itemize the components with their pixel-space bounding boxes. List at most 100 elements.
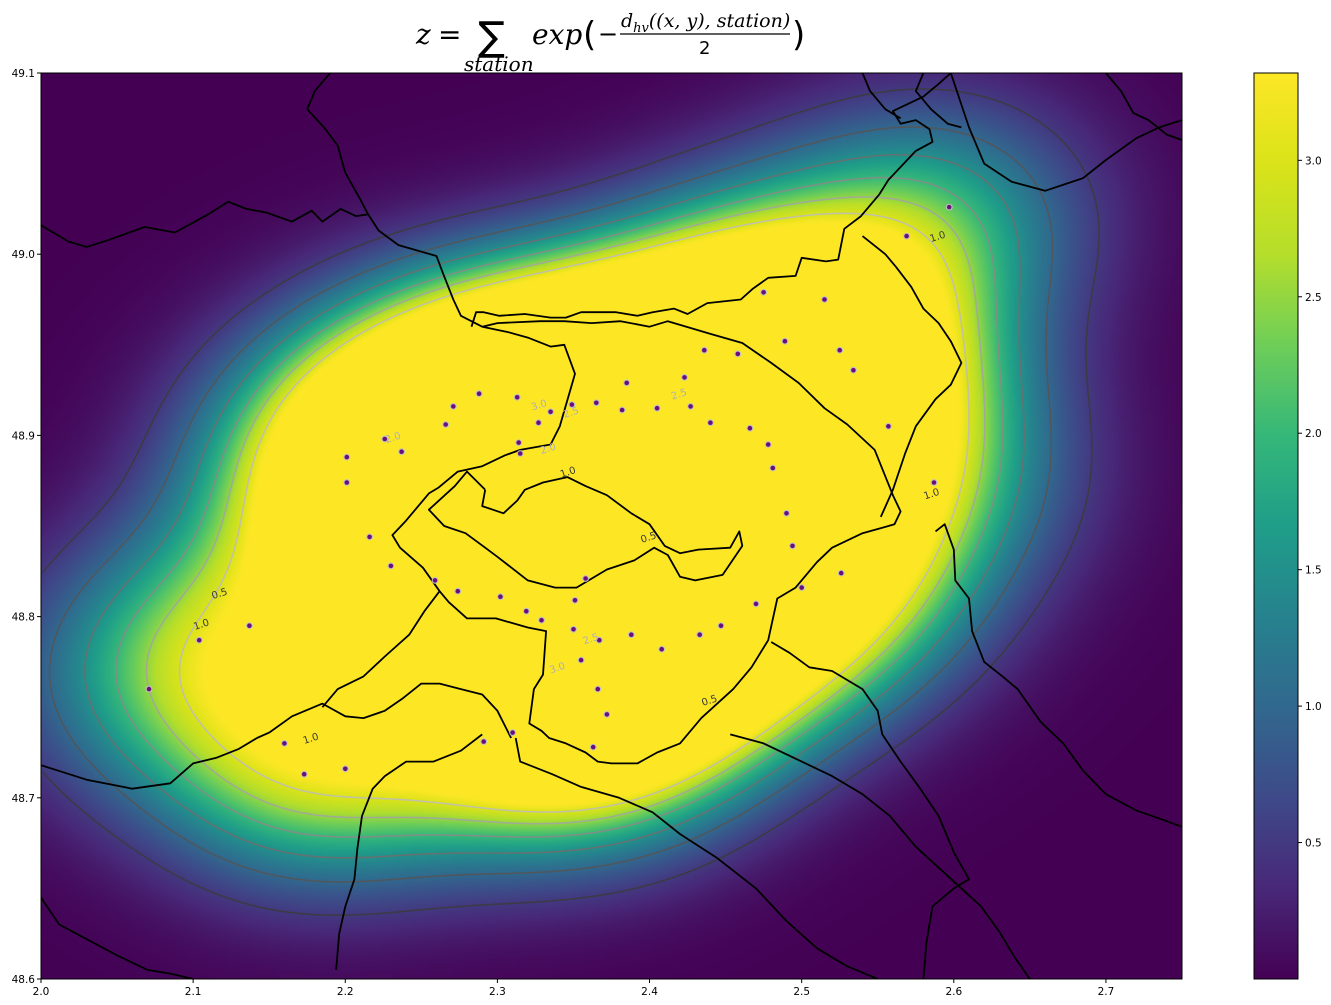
station-point xyxy=(301,771,307,777)
department-boundaries xyxy=(41,73,1182,979)
station-point xyxy=(629,632,634,637)
station-point xyxy=(688,404,693,409)
station-point xyxy=(619,407,625,413)
station-point xyxy=(590,744,596,750)
station-point xyxy=(904,233,909,239)
boundary-line xyxy=(41,682,512,790)
station-point xyxy=(659,646,664,652)
y-tick-label: 48.8 xyxy=(12,612,35,624)
station-point xyxy=(747,425,753,431)
colorbar-frame xyxy=(1253,72,1299,980)
boundary-line xyxy=(306,73,369,215)
station-point xyxy=(654,405,660,411)
boundary-line xyxy=(1105,73,1182,141)
contour-label: 0.5 xyxy=(639,530,658,545)
station-point xyxy=(822,297,827,302)
station-point xyxy=(196,637,202,643)
station-point xyxy=(524,608,529,614)
station-point xyxy=(344,454,350,460)
station-point xyxy=(388,563,394,569)
station-point xyxy=(516,440,521,445)
station-point xyxy=(578,657,584,663)
station-point xyxy=(595,686,601,692)
x-axis: 2.0 2.1 2.2 2.3 2.4 2.5 2.6 2.7 xyxy=(33,979,1115,998)
contour-line xyxy=(115,176,1004,838)
station-point xyxy=(946,204,952,210)
x-tick-label: 2.7 xyxy=(1098,986,1115,998)
station-point xyxy=(753,601,759,607)
title-denominator: 2 xyxy=(699,38,710,59)
boundary-line xyxy=(861,73,902,120)
station-point xyxy=(344,480,350,485)
station-point xyxy=(790,543,795,549)
station-point xyxy=(498,594,503,599)
station-point xyxy=(838,570,844,576)
station-point xyxy=(682,375,687,380)
contour-label: 1.0 xyxy=(302,732,321,747)
contour-label: 3.0 xyxy=(530,398,549,413)
x-tick-label: 2.5 xyxy=(793,986,810,998)
contour-line xyxy=(145,196,986,825)
station-point xyxy=(451,404,456,409)
station-point xyxy=(476,391,482,397)
contour-label: 2.5 xyxy=(562,405,581,420)
station-point xyxy=(571,627,576,632)
station-point xyxy=(432,578,438,583)
x-tick-label: 2.1 xyxy=(185,986,202,998)
station-point xyxy=(604,712,610,717)
contour-line xyxy=(178,212,970,813)
station-point xyxy=(481,739,487,744)
title-equals: = xyxy=(438,18,461,51)
boundary-line xyxy=(914,73,962,129)
station-point xyxy=(455,588,461,594)
station-point xyxy=(536,420,541,426)
boundary-line xyxy=(770,641,970,979)
station-point xyxy=(443,422,449,427)
x-tick-label: 2.2 xyxy=(337,986,354,998)
station-point xyxy=(597,637,602,643)
contour-label: 2.0 xyxy=(384,431,403,446)
station-point xyxy=(886,424,891,429)
contour-label: 1.0 xyxy=(929,230,948,245)
station-point xyxy=(247,623,252,628)
station-point xyxy=(514,395,520,400)
boundary-line xyxy=(514,737,879,979)
title-numerator: dhv((x, y), station) xyxy=(621,10,790,36)
colorbar-tick-label: 2.0 xyxy=(1305,428,1322,440)
station-point xyxy=(708,420,713,426)
station-point xyxy=(569,402,575,407)
contour-label: 2.5 xyxy=(582,632,601,647)
boundary-line xyxy=(934,523,1182,828)
colorbar-tick-label: 1.0 xyxy=(1305,701,1322,713)
station-point xyxy=(399,449,404,455)
title-sum-symbol: ∑ xyxy=(478,14,505,60)
station-point xyxy=(851,367,856,373)
boundary-line xyxy=(41,896,194,979)
y-tick-label: 48.6 xyxy=(12,974,36,986)
colorbar-axis: 0.5 1.0 1.5 2.0 2.5 3.0 xyxy=(1298,155,1322,850)
y-tick-label: 49.1 xyxy=(12,68,35,80)
station-point xyxy=(343,766,348,772)
plot-frame xyxy=(40,72,1183,980)
y-axis: 48.6 48.7 48.8 48.9 49.0 49.1 xyxy=(12,68,41,986)
y-tick-label: 48.7 xyxy=(12,793,35,805)
contour-label: 1.0 xyxy=(922,487,941,502)
contour-label: 2.0 xyxy=(539,442,558,457)
station-markers xyxy=(145,203,953,778)
title-function: exp xyxy=(532,18,582,51)
station-point xyxy=(583,576,588,581)
station-point xyxy=(761,290,766,295)
chart-title: z = ∑ station exp ( − dhv((x, y), statio… xyxy=(415,10,805,76)
station-point xyxy=(837,347,842,353)
station-point xyxy=(548,409,553,415)
density-heatmap xyxy=(41,73,1182,979)
contour-label: 0.5 xyxy=(700,694,719,709)
station-point xyxy=(539,617,544,623)
station-point xyxy=(718,623,724,628)
colorbar-tick-label: 2.5 xyxy=(1305,292,1322,304)
boundary-line xyxy=(41,200,902,765)
title-sum-index: station xyxy=(464,52,534,76)
station-point xyxy=(594,400,599,406)
contour-label: 3.0 xyxy=(548,661,567,676)
contour-line xyxy=(84,153,1025,859)
